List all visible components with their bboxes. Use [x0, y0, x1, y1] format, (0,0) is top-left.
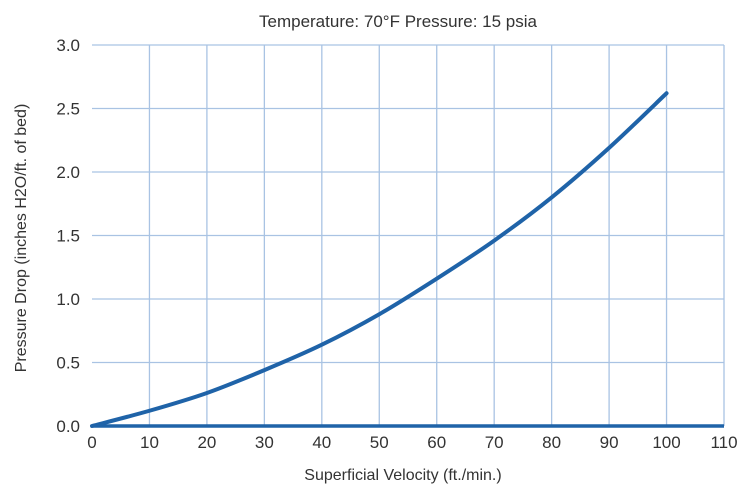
y-tick-label: 0.0 [56, 417, 80, 436]
y-tick-label: 2.5 [56, 100, 80, 119]
x-tick-label: 70 [485, 433, 504, 452]
x-tick-labels: 0 10 20 30 40 50 60 70 80 90 100 110 [87, 433, 737, 452]
x-tick-label: 40 [312, 433, 331, 452]
x-tick-label: 100 [652, 433, 680, 452]
y-gridlines [92, 44, 724, 428]
x-tick-label: 50 [370, 433, 389, 452]
x-tick-label: 20 [197, 433, 216, 452]
series-group [90, 91, 669, 428]
pressure-drop-line [90, 91, 669, 428]
y-axis-title: Pressure Drop (inches H2O/ft. of bed) [13, 104, 30, 373]
x-tick-label: 60 [427, 433, 446, 452]
chart-subtitle: Temperature: 70°F Pressure: 15 psia [259, 12, 538, 31]
x-tick-label: 30 [255, 433, 274, 452]
x-axis-title: Superficial Velocity (ft./min.) [304, 467, 501, 484]
y-tick-label: 1.0 [56, 290, 80, 309]
y-tick-label: 0.5 [56, 354, 80, 373]
y-tick-label: 3.0 [56, 36, 80, 55]
x-tick-label: 10 [140, 433, 159, 452]
x-tick-label: 80 [542, 433, 561, 452]
y-tick-label: 2.0 [56, 163, 80, 182]
x-tick-label: 110 [710, 433, 737, 452]
x-tick-label: 0 [87, 433, 96, 452]
x-tick-label: 90 [600, 433, 619, 452]
y-tick-label: 1.5 [56, 227, 80, 246]
y-tick-labels: 0.0 0.5 1.0 1.5 2.0 2.5 3.0 [56, 36, 80, 436]
